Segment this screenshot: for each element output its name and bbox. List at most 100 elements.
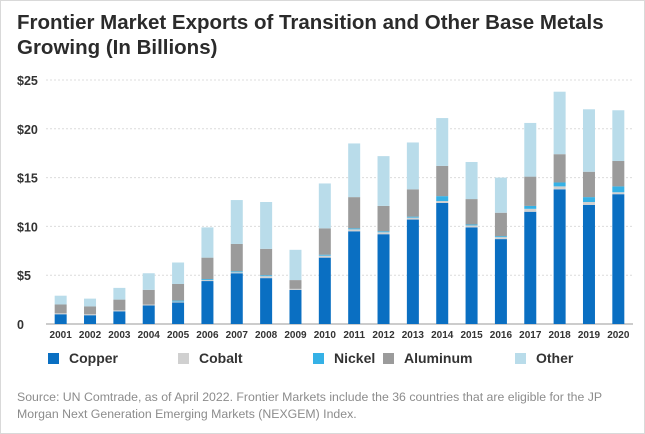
x-tick-label: 2010 bbox=[314, 330, 337, 341]
x-tick-label: 2013 bbox=[402, 330, 425, 341]
bar-segment-other bbox=[436, 118, 449, 166]
bar-segment-copper bbox=[436, 202, 449, 324]
bar-segment-aluminum bbox=[84, 306, 97, 315]
bar-segment-aluminum bbox=[113, 299, 126, 311]
bar-segment-other bbox=[406, 142, 419, 190]
bar-segment-cobalt bbox=[582, 202, 595, 205]
bar-segment-other bbox=[318, 183, 331, 229]
bar-segment-copper bbox=[465, 227, 478, 324]
bar-segment-copper bbox=[172, 302, 185, 324]
bar-segment-nickel bbox=[318, 254, 331, 256]
bar-segment-other bbox=[553, 91, 566, 155]
bar-segment-copper bbox=[494, 239, 507, 324]
bar-segment-copper bbox=[348, 231, 361, 324]
bar-segment-aluminum bbox=[494, 212, 507, 237]
bar-segment-other bbox=[465, 161, 478, 200]
bar-segment-other bbox=[260, 202, 273, 249]
x-tick-label: 2014 bbox=[431, 330, 454, 341]
bar-segment-aluminum bbox=[172, 283, 185, 301]
bar-segment-nickel bbox=[582, 197, 595, 202]
bar-segment-nickel bbox=[465, 224, 478, 226]
bar-segment-other bbox=[230, 200, 243, 244]
bar-segment-aluminum bbox=[260, 248, 273, 276]
y-tick-label: $5 bbox=[17, 269, 31, 283]
x-tick-label: 2006 bbox=[196, 330, 219, 341]
bar-segment-cobalt bbox=[54, 313, 67, 315]
bar-segment-other bbox=[612, 110, 625, 162]
bar-segment-nickel bbox=[172, 300, 185, 302]
x-tick-label: 2012 bbox=[372, 330, 395, 341]
bar-segment-copper bbox=[612, 194, 625, 324]
bar-segment-aluminum bbox=[230, 243, 243, 272]
bar-segment-cobalt bbox=[289, 288, 302, 290]
bar-segment-nickel bbox=[524, 205, 537, 209]
bar-segment-copper bbox=[582, 204, 595, 324]
bar-segment-aluminum bbox=[436, 165, 449, 197]
bar-segment-nickel bbox=[348, 228, 361, 230]
bar-segment-other bbox=[524, 122, 537, 177]
bar-segment-other bbox=[289, 249, 302, 281]
bar-segment-cobalt bbox=[201, 280, 214, 282]
x-tick-label: 2004 bbox=[138, 330, 161, 341]
bar-segment-cobalt bbox=[406, 217, 419, 220]
bar-segment-aluminum bbox=[524, 176, 537, 206]
bar-segment-copper bbox=[406, 219, 419, 324]
bar-segment-cobalt bbox=[465, 225, 478, 228]
bar-segment-other bbox=[201, 227, 214, 258]
bar-segment-other bbox=[54, 295, 67, 305]
bar-segment-cobalt bbox=[230, 272, 243, 274]
bar-segment-aluminum bbox=[318, 228, 331, 255]
bar-segment-cobalt bbox=[260, 276, 273, 279]
bar-segment-nickel bbox=[230, 271, 243, 273]
x-tick-label: 2008 bbox=[255, 330, 278, 341]
bar-segment-nickel bbox=[553, 182, 566, 187]
bar-segment-other bbox=[84, 298, 97, 307]
bar-segment-aluminum bbox=[54, 304, 67, 314]
bar-segment-cobalt bbox=[524, 208, 537, 212]
y-tick-label: $25 bbox=[17, 74, 38, 88]
bar-segment-nickel bbox=[260, 275, 273, 277]
bar-segment-aluminum bbox=[201, 257, 214, 280]
bar-segment-copper bbox=[230, 273, 243, 324]
bar-segment-aluminum bbox=[553, 154, 566, 183]
bar-segment-cobalt bbox=[377, 232, 390, 235]
bar-segment-aluminum bbox=[142, 289, 155, 305]
bar-segment-cobalt bbox=[553, 186, 566, 190]
bar-segment-other bbox=[494, 177, 507, 213]
bar-segment-copper bbox=[201, 281, 214, 324]
bar-segment-aluminum bbox=[465, 199, 478, 225]
bar-segment-aluminum bbox=[289, 280, 302, 289]
bar-segment-copper bbox=[54, 314, 67, 324]
bar-segment-aluminum bbox=[406, 189, 419, 217]
chart-title: Frontier Market Exports of Transition an… bbox=[17, 11, 604, 59]
bar-segment-other bbox=[377, 156, 390, 206]
bar-segment-aluminum bbox=[377, 205, 390, 232]
bar-segment-other bbox=[113, 287, 126, 300]
bar-segment-cobalt bbox=[142, 304, 155, 306]
y-tick-label: $10 bbox=[17, 220, 38, 234]
bar-segment-copper bbox=[260, 278, 273, 324]
bar-segment-cobalt bbox=[318, 255, 331, 258]
bar-segment-cobalt bbox=[113, 310, 126, 312]
x-tick-label: 2017 bbox=[519, 330, 542, 341]
bar-segment-other bbox=[142, 273, 155, 290]
x-tick-label: 2003 bbox=[108, 330, 131, 341]
x-tick-label: 2011 bbox=[343, 330, 365, 341]
bar-segment-aluminum bbox=[582, 171, 595, 198]
bar-segment-copper bbox=[377, 234, 390, 324]
x-tick-label: 2018 bbox=[549, 330, 572, 341]
bar-segment-copper bbox=[113, 311, 126, 324]
bar-segment-cobalt bbox=[348, 229, 361, 232]
x-tick-label: 2005 bbox=[167, 330, 190, 341]
bar-segment-cobalt bbox=[436, 201, 449, 203]
bar-segment-copper bbox=[289, 289, 302, 324]
bar-segment-copper bbox=[142, 305, 155, 324]
y-tick-label: $20 bbox=[17, 123, 38, 137]
x-tick-label: 2002 bbox=[79, 330, 102, 341]
bar-segment-copper bbox=[84, 315, 97, 324]
bar-segment-nickel bbox=[201, 279, 214, 281]
bar-segment-other bbox=[348, 143, 361, 198]
x-tick-label: 2019 bbox=[578, 330, 601, 341]
bar-segment-copper bbox=[553, 189, 566, 324]
